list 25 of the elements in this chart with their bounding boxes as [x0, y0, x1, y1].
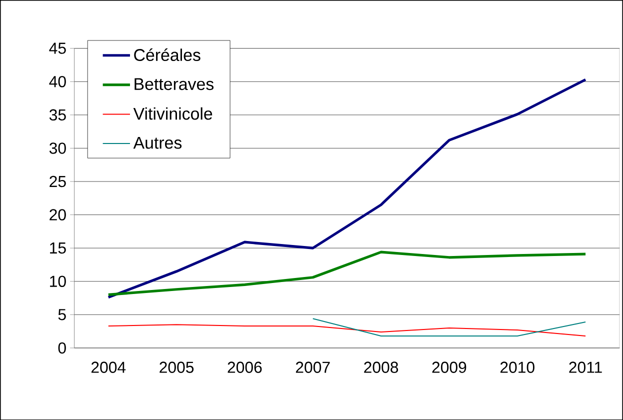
- legend-label: Autres: [133, 136, 182, 149]
- y-tick-label: 30: [49, 142, 66, 154]
- x-tick-label: 2007: [296, 362, 330, 373]
- x-tick-label: 2006: [228, 362, 262, 373]
- line-series: [107, 78, 587, 299]
- x-tick-label: 2010: [500, 362, 534, 373]
- legend-label: Vitivinicole: [133, 107, 212, 120]
- x-tick-label: 2004: [91, 362, 126, 373]
- y-tick-label: 0: [58, 342, 66, 354]
- y-tick-label: 25: [50, 176, 66, 188]
- legend-label: Céréales: [134, 48, 200, 61]
- y-tick-label: 10: [50, 276, 66, 287]
- line-series: [108, 324, 586, 336]
- x-tick-label: 2009: [432, 362, 466, 373]
- y-tick-label: 15: [50, 242, 66, 254]
- x-tick-label: 2008: [364, 362, 398, 373]
- x-tick-label: 2005: [160, 362, 194, 373]
- y-tick-label: 40: [49, 76, 66, 88]
- legend-label: Betteraves: [134, 78, 214, 90]
- y-tick-label: 5: [58, 308, 66, 320]
- x-tick-label: 2011: [569, 362, 602, 373]
- line-series: [107, 250, 587, 296]
- y-tick-label: 20: [50, 209, 66, 220]
- y-tick-label: 35: [49, 109, 66, 120]
- y-tick-label: 45: [49, 42, 66, 54]
